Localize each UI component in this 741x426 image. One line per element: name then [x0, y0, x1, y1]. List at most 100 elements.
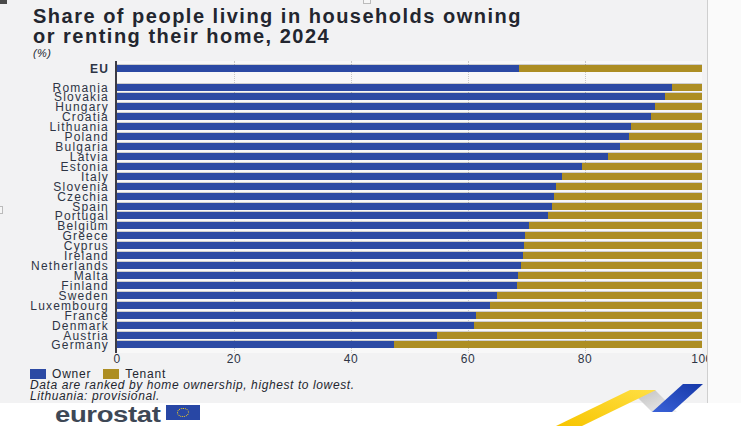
eurostat-chart-page: Share of people living in households own… — [0, 0, 741, 426]
bar-croatia[interactable] — [117, 112, 702, 120]
owner-segment[interactable] — [117, 193, 554, 200]
tick-label-60: 60 — [461, 352, 475, 366]
owner-segment[interactable] — [117, 123, 631, 130]
owner-segment[interactable] — [117, 113, 651, 120]
tenant-segment[interactable] — [629, 133, 702, 140]
footnote-lithuania: Lithuania: provisional. — [30, 391, 355, 402]
owner-segment[interactable] — [117, 242, 524, 249]
bar-eu[interactable] — [117, 64, 702, 72]
y-axis-line — [115, 61, 117, 353]
owner-segment[interactable] — [117, 341, 394, 348]
owner-segment[interactable] — [117, 203, 552, 210]
owner-segment[interactable] — [117, 65, 519, 72]
bar-czechia[interactable] — [117, 192, 702, 200]
bar-italy[interactable] — [117, 172, 702, 180]
tenant-segment[interactable] — [521, 262, 702, 269]
owner-segment[interactable] — [117, 282, 517, 289]
owner-segment[interactable] — [117, 302, 490, 309]
bar-spain[interactable] — [117, 202, 702, 210]
bar-cyprus[interactable] — [117, 241, 702, 249]
bar-germany[interactable] — [117, 340, 702, 348]
owner-segment[interactable] — [117, 93, 665, 100]
tenant-segment[interactable] — [525, 232, 702, 239]
tenant-segment[interactable] — [518, 272, 702, 279]
tick-label-80: 80 — [578, 352, 592, 366]
bar-estonia[interactable] — [117, 162, 702, 170]
tenant-segment[interactable] — [665, 93, 702, 100]
bar-greece[interactable] — [117, 231, 702, 239]
owner-segment[interactable] — [117, 163, 582, 170]
owner-segment[interactable] — [117, 143, 620, 150]
tenant-segment[interactable] — [497, 292, 702, 299]
tenant-segment[interactable] — [474, 322, 702, 329]
bar-hungary[interactable] — [117, 102, 702, 110]
bar-austria[interactable] — [117, 331, 702, 339]
bar-finland[interactable] — [117, 281, 702, 289]
tick-label-40: 40 — [344, 352, 358, 366]
chart-title-line1: Share of people living in households own… — [33, 7, 522, 27]
owner-segment[interactable] — [117, 173, 562, 180]
tenant-segment[interactable] — [655, 103, 702, 110]
bar-ireland[interactable] — [117, 251, 702, 259]
bar-belgium[interactable] — [117, 221, 702, 229]
bar-latvia[interactable] — [117, 152, 702, 160]
owner-segment[interactable] — [117, 272, 518, 279]
bar-sweden[interactable] — [117, 291, 702, 299]
owner-segment[interactable] — [117, 332, 437, 339]
bar-slovenia[interactable] — [117, 182, 702, 190]
chart-title: Share of people living in households own… — [33, 7, 522, 46]
owner-segment[interactable] — [117, 322, 474, 329]
tenant-segment[interactable] — [523, 252, 702, 259]
owner-segment[interactable] — [117, 222, 529, 229]
bar-netherlands[interactable] — [117, 261, 702, 269]
bar-denmark[interactable] — [117, 321, 702, 329]
tenant-segment[interactable] — [631, 123, 702, 130]
tenant-segment[interactable] — [672, 84, 702, 91]
tenant-segment[interactable] — [552, 203, 702, 210]
tenant-segment[interactable] — [562, 173, 702, 180]
bar-slovakia[interactable] — [117, 92, 702, 100]
chart-unit-label: (%) — [33, 47, 51, 59]
bar-luxembourg[interactable] — [117, 301, 702, 309]
tenant-segment[interactable] — [517, 282, 702, 289]
tenant-segment[interactable] — [582, 163, 702, 170]
tenant-segment[interactable] — [476, 312, 702, 319]
tenant-segment[interactable] — [394, 341, 702, 348]
page-right-margin — [707, 0, 741, 403]
tenant-segment[interactable] — [529, 222, 702, 229]
tenant-segment[interactable] — [651, 113, 702, 120]
owner-segment[interactable] — [117, 183, 556, 190]
owner-segment[interactable] — [117, 153, 608, 160]
tenant-segment[interactable] — [554, 193, 702, 200]
bar-bulgaria[interactable] — [117, 142, 702, 150]
bar-malta[interactable] — [117, 271, 702, 279]
bar-portugal[interactable] — [117, 211, 702, 219]
broken-image-artifact-left — [0, 206, 3, 214]
category-label-germany: Germany — [0, 338, 109, 352]
owner-segment[interactable] — [117, 212, 548, 219]
owner-segment[interactable] — [117, 312, 476, 319]
tenant-segment[interactable] — [620, 143, 703, 150]
tenant-segment[interactable] — [608, 153, 702, 160]
tick-label-20: 20 — [227, 352, 241, 366]
owner-segment[interactable] — [117, 133, 629, 140]
eurostat-logo: eurostat — [55, 402, 161, 426]
tenant-segment[interactable] — [437, 332, 702, 339]
bar-romania[interactable] — [117, 83, 702, 91]
owner-segment[interactable] — [117, 103, 655, 110]
tenant-segment[interactable] — [519, 65, 702, 72]
tenant-segment[interactable] — [556, 183, 702, 190]
owner-segment[interactable] — [117, 252, 523, 259]
bar-france[interactable] — [117, 311, 702, 319]
broken-image-artifact-top — [363, 0, 371, 4]
tick-label-0: 0 — [113, 352, 120, 366]
owner-segment[interactable] — [117, 292, 497, 299]
bar-lithuania[interactable] — [117, 122, 702, 130]
bar-poland[interactable] — [117, 132, 702, 140]
tenant-segment[interactable] — [548, 212, 702, 219]
owner-segment[interactable] — [117, 84, 672, 91]
owner-segment[interactable] — [117, 232, 525, 239]
owner-segment[interactable] — [117, 262, 521, 269]
tenant-segment[interactable] — [524, 242, 702, 249]
tenant-segment[interactable] — [490, 302, 702, 309]
